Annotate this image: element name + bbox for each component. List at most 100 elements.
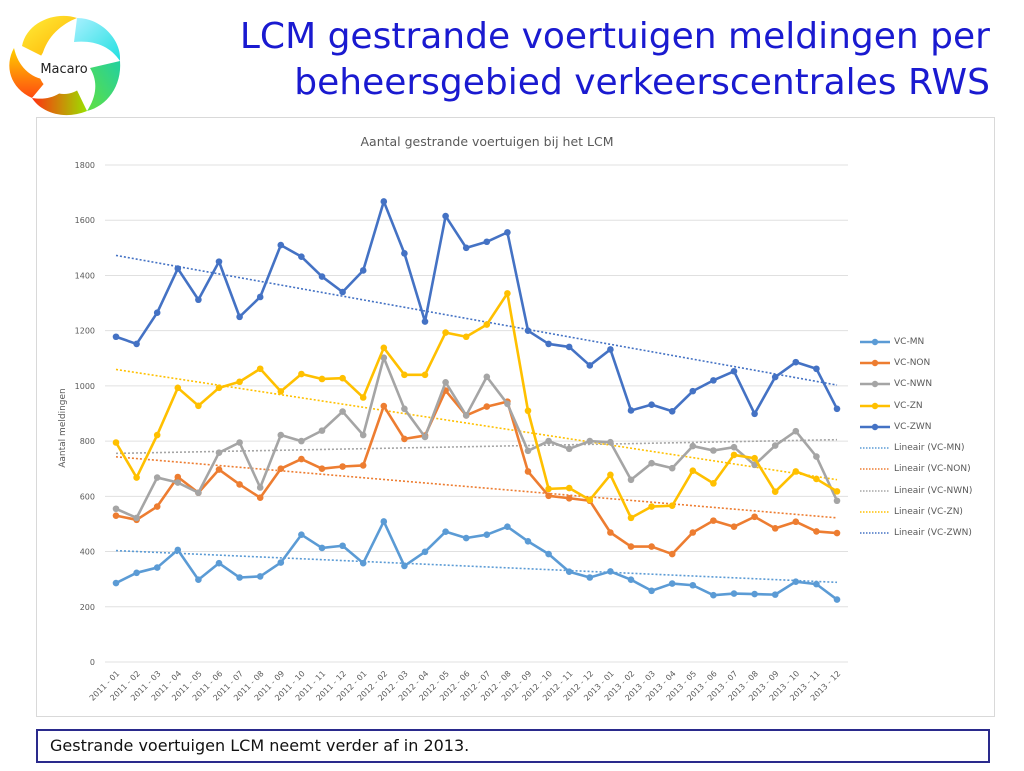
legend-label: VC-NWN [894,379,933,390]
legend-label: VC-ZN [894,400,923,411]
data-point [174,479,182,486]
y-tick-label: 0 [90,658,95,667]
data-point [792,578,800,585]
legend-line-marker-icon [860,359,890,367]
data-point [174,473,182,481]
data-point [730,451,738,459]
data-point [524,538,532,545]
legend-label: VC-NON [894,357,931,368]
legend-label: Lineair (VC-ZWN) [894,528,972,539]
data-point [318,273,326,280]
legend-dotted-line-icon [860,447,890,449]
data-point [545,437,552,445]
data-point [339,374,346,382]
data-point [565,494,573,502]
data-point [442,528,449,535]
legend-label: VC-MN [894,336,925,347]
data-point [771,442,779,449]
legend-label: Lineair (VC-NON) [894,464,971,475]
trendline-vc-zn [115,368,838,481]
data-point [668,464,676,472]
series-line [115,520,838,601]
data-point [236,574,243,581]
data-point [771,373,779,381]
data-point [504,290,511,297]
data-point [648,401,655,408]
y-tick-label: 400 [80,548,95,557]
data-point [607,529,614,536]
logo-petal [22,15,77,56]
data-point [689,442,697,450]
data-point [545,492,552,500]
data-point [689,529,697,536]
data-point [771,525,779,532]
data-point [524,447,532,455]
data-point [359,431,367,439]
y-tick-label: 600 [80,492,95,501]
data-point [483,238,491,246]
data-point [256,293,264,301]
data-point [421,318,429,325]
data-point [442,378,449,386]
data-point [751,590,758,598]
data-point [380,354,388,362]
data-point [195,296,202,304]
data-point [462,244,470,252]
legend-item: VC-MN [858,331,998,352]
data-point [380,344,388,352]
data-point [668,502,676,510]
data-point [318,465,326,473]
data-point [565,343,573,351]
data-point [462,333,470,341]
y-tick-label: 1000 [75,382,95,391]
data-point [153,474,161,481]
data-point [668,550,676,558]
data-point [689,387,697,395]
data-point [112,512,120,519]
logo-petal [74,18,121,61]
y-tick-label: 1400 [75,271,95,280]
data-point [607,438,614,446]
data-point [195,489,202,497]
data-point [792,427,800,435]
data-point [236,378,243,386]
data-point [504,523,511,531]
data-point [607,471,614,479]
data-point [359,462,367,469]
y-tick-label: 1800 [75,161,95,170]
data-point [401,435,408,443]
data-point [813,475,820,483]
data-point [751,454,758,462]
data-point [298,455,305,463]
data-point [256,365,264,373]
legend-item: Lineair (VC-NWN) [858,480,998,501]
data-point [421,548,429,556]
data-point [318,375,326,383]
data-point [277,465,285,473]
data-point [545,340,552,348]
data-point [586,574,594,581]
data-point [133,474,140,481]
data-point [359,394,367,401]
data-point [256,573,264,580]
data-point [833,488,841,495]
chart-area: Aantal gestrande voertuigen bij het LCM … [36,117,995,717]
legend-item: VC-NON [858,352,998,373]
data-point [236,313,243,321]
legend-label: Lineair (VC-ZN) [894,507,963,518]
data-point [607,568,614,575]
data-point [483,373,491,381]
trendline-vc-mn [115,549,838,584]
data-point [277,559,285,566]
series-vc-non [112,387,841,558]
data-point [483,531,491,539]
data-point [153,431,161,439]
data-point [833,529,841,537]
data-point [607,346,614,353]
data-point [565,445,573,453]
series-line [115,200,839,416]
data-point [792,358,800,366]
data-point [133,569,140,577]
legend-line-marker-icon [860,381,890,388]
series-line [115,389,838,556]
